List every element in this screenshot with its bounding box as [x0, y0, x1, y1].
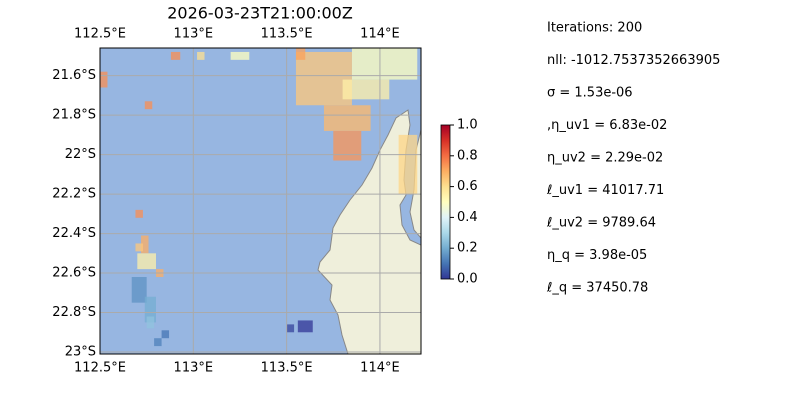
annotation: ℓ_uv2 = 9789.64 — [546, 216, 656, 231]
land — [317, 109, 421, 354]
cell — [161, 330, 170, 339]
map-frame — [99, 47, 422, 355]
x-tick-label-top: 113°E — [174, 27, 214, 42]
x-tick-label-top: 114°E — [360, 27, 400, 42]
map-layer — [100, 48, 421, 354]
colorbar-tick-label: 0.2 — [457, 241, 478, 256]
cell — [197, 51, 205, 60]
cells — [100, 48, 418, 347]
cell — [135, 243, 143, 252]
annotation: ℓ_q = 37450.78 — [546, 281, 648, 296]
y-tick-label: 22.4°S — [52, 226, 96, 241]
cell — [323, 105, 371, 131]
cell — [230, 51, 250, 60]
annotation: ,η_uv1 = 6.83e-02 — [547, 118, 667, 133]
cell — [154, 338, 162, 347]
cell — [144, 101, 153, 110]
colorbar-tick-label: 0.4 — [457, 210, 478, 225]
cell — [135, 209, 143, 218]
labels: 112.5°E 112.5°E 113°E 113°E 113.5°E 113.5°E 11… — [52, 21, 720, 376]
annotation: η_uv2 = 2.29e-02 — [547, 151, 663, 166]
y-tick-label: 22.6°S — [52, 266, 96, 281]
x-tick-label-bottom: 113°E — [174, 361, 214, 376]
colorbar-tick-label: 0.6 — [457, 179, 478, 194]
cell — [351, 48, 418, 80]
annotation: Iterations: 200 — [547, 21, 642, 36]
cell — [295, 48, 306, 60]
cell — [297, 320, 313, 333]
y-tick-label: 22.8°S — [52, 305, 96, 320]
y-tick-label: 22.2°S — [52, 187, 96, 202]
x-tick-label-bottom: 114°E — [360, 361, 400, 376]
annotation: σ = 1.53e-06 — [547, 86, 633, 101]
cell — [342, 79, 390, 100]
y-tick-label: 22°S — [65, 147, 96, 162]
colorbar-tick-label: 0.8 — [457, 148, 478, 163]
cell — [137, 253, 156, 270]
chart-title: 2026-03-23T21:00:00Z — [167, 4, 353, 23]
y-tick-label: 23°S — [65, 345, 96, 360]
annotation: η_q = 3.98e-05 — [547, 248, 647, 263]
x-tick-label-bottom: 113.5°E — [261, 361, 313, 376]
grid — [100, 48, 421, 354]
x-tick-label-bottom: 112.5°E — [74, 361, 126, 376]
annotation: ℓ_uv1 = 41017.71 — [546, 183, 664, 198]
x-tick-label-top: 112.5°E — [74, 27, 126, 42]
cell — [333, 130, 362, 161]
colorbar — [440, 124, 451, 280]
cell — [131, 277, 147, 303]
cell — [170, 51, 181, 60]
y-tick-label: 21.8°S — [52, 108, 96, 123]
cell — [398, 134, 418, 195]
y-tick-label: 21.6°S — [52, 68, 96, 83]
cell — [286, 324, 295, 333]
cell — [146, 316, 155, 329]
cell — [100, 71, 108, 88]
annotation: nll: -1012.7537352663905 — [547, 53, 720, 68]
x-tick-label-top: 113.5°E — [261, 27, 313, 42]
cell — [141, 235, 149, 254]
colorbar-tick-label: 0.0 — [457, 272, 478, 287]
cell — [144, 296, 156, 323]
colorbar-tick-label: 1.0 — [457, 118, 478, 133]
